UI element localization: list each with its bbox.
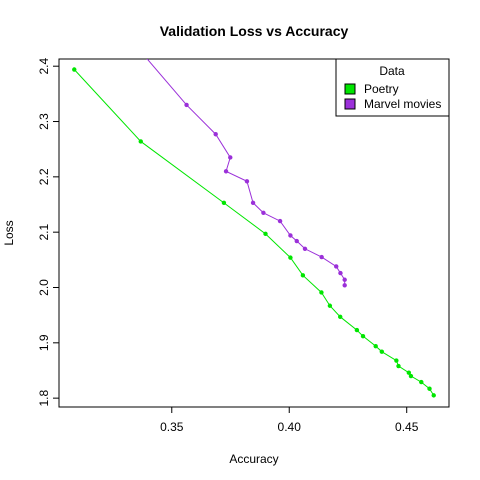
data-point-poetry [379,349,385,354]
data-point-marvel-movies [244,179,250,184]
data-point-marvel-movies [223,169,229,174]
data-point-marvel-movies [132,42,136,46]
data-point-marvel-movies [342,277,347,282]
data-point-marvel-movies [277,218,283,224]
series-poetry [72,67,436,398]
data-point-marvel-movies [319,254,324,260]
data-point-poetry [427,386,432,391]
y-tick-label: 2.4 [37,58,51,75]
y-axis-label: Loss [2,220,16,245]
series-line-poetry [73,69,435,396]
legend-label-marvel-movies: Marvel movies [364,97,441,111]
data-point-poetry [396,363,401,369]
data-point-marvel-movies [288,233,293,238]
x-tick-label: 0.40 [278,420,302,434]
series-marvel-movies [132,42,347,288]
data-point-marvel-movies [342,283,347,288]
data-point-poetry [419,379,424,385]
data-point-poetry [394,358,399,363]
data-point-poetry [408,373,414,379]
y-tick-label: 2.3 [37,113,51,130]
data-point-poetry [319,290,324,295]
data-point-poetry [300,273,306,278]
y-tick-label: 1.9 [37,334,51,351]
data-point-marvel-movies [228,155,233,160]
data-point-poetry [338,314,343,320]
data-point-poetry [221,200,227,206]
legend-swatch-marvel-movies [344,98,356,110]
data-point-marvel-movies [302,246,308,251]
data-point-poetry [327,303,333,308]
y-tick-label: 2.0 [37,279,51,296]
data-point-poetry [406,370,412,375]
data-point-marvel-movies [294,238,299,244]
data-point-marvel-movies [261,210,266,216]
legend-label-poetry: Poetry [364,82,399,96]
data-point-poetry [354,327,360,333]
data-point-marvel-movies [250,200,256,206]
series-layer [72,42,436,398]
data-point-marvel-movies [334,264,339,269]
legend-swatch-poetry [344,83,356,95]
data-point-marvel-movies [184,102,189,108]
y-axis: 1.8 1.9 2.0 2.1 2.2 2.3 2.4 [37,58,59,406]
data-point-poetry [263,231,268,237]
x-tick-label: 0.35 [160,420,184,434]
data-point-poetry [72,67,77,72]
y-tick-label: 2.1 [37,224,51,241]
series-line-marvel-movies [146,59,346,286]
data-point-marvel-movies [213,132,218,137]
data-point-poetry [360,333,366,339]
data-point-poetry [288,255,293,260]
chart-title: Validation Loss vs Accuracy [160,23,349,39]
x-axis: 0.35 0.40 0.45 [160,407,419,434]
legend-title: Data [379,64,405,78]
x-tick-label: 0.45 [395,420,419,434]
data-point-poetry [431,393,436,398]
data-point-marvel-movies [338,270,343,276]
data-point-poetry [373,343,378,349]
y-tick-label: 1.8 [37,389,51,406]
y-tick-label: 2.2 [37,168,51,185]
data-point-poetry [138,139,143,144]
x-axis-label: Accuracy [229,452,278,466]
plot-frame [58,58,450,408]
